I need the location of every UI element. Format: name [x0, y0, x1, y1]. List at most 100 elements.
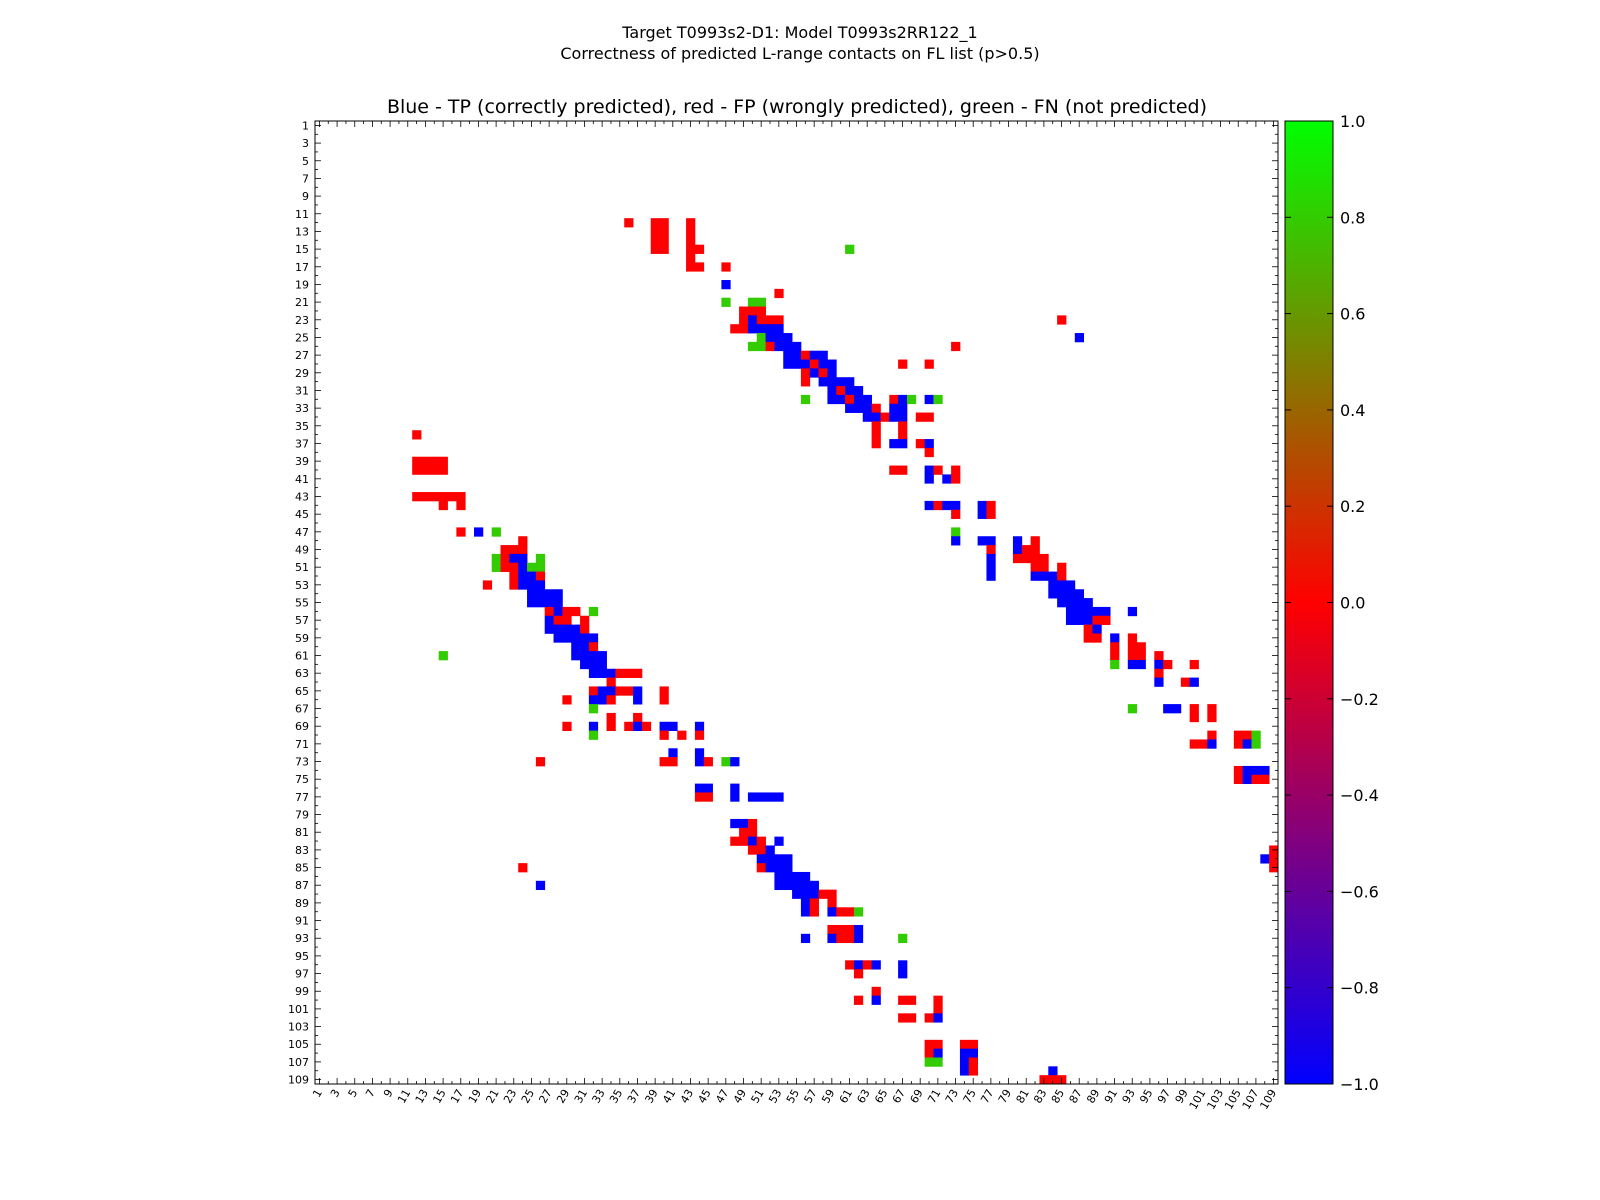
contact-cell-28-59 [553, 633, 563, 643]
contact-cell-34-64 [606, 677, 616, 687]
contact-cell-58-28 [818, 359, 828, 369]
contact-cell-82-49 [1030, 545, 1040, 555]
colorbar-tick-label: −1.0 [1340, 1075, 1379, 1094]
contact-cell-66-34 [889, 412, 899, 422]
x-tick-label: 105 [1222, 1087, 1244, 1112]
y-tick-label: 31 [295, 384, 309, 397]
contact-cell-21-47 [491, 527, 501, 537]
contact-cell-71-32 [933, 394, 943, 405]
x-tick-label: 45 [695, 1087, 713, 1106]
y-tick-label: 3 [302, 137, 309, 150]
contact-cell-105-70 [1233, 730, 1244, 740]
contact-cell-100-67 [1189, 704, 1199, 714]
contact-cell-30-58 [571, 624, 581, 634]
contact-cell-23-51 [509, 562, 519, 572]
contact-cell-87-54 [1074, 589, 1085, 599]
contact-cell-60-92 [836, 924, 846, 935]
contact-cell-25-54 [527, 589, 537, 599]
y-tick-label: 103 [288, 1021, 309, 1034]
contact-cell-89-58 [1092, 624, 1102, 634]
contact-cell-52-24 [765, 324, 775, 334]
contact-cell-70-41 [924, 474, 934, 484]
contact-cell-85-53 [1057, 580, 1067, 590]
x-tick-label: 59 [819, 1087, 837, 1106]
contact-cell-15-43 [438, 492, 448, 502]
contact-cell-44-70 [694, 730, 705, 740]
contact-cell-62-96 [853, 960, 864, 970]
y-tick-label: 93 [295, 932, 309, 945]
x-tick-label: 73 [943, 1087, 961, 1106]
contact-cell-17-47 [456, 527, 466, 537]
contact-cell-27-55 [544, 598, 554, 608]
contact-cell-77-49 [986, 545, 996, 555]
colorbar-tick-label: −0.6 [1340, 882, 1379, 901]
contact-cell-70-105 [924, 1039, 934, 1050]
x-tick-label: 21 [483, 1087, 501, 1106]
contact-cell-91-61 [1110, 651, 1120, 661]
figure-title-line-1: Target T0993s2-D1: Model T0993s2RR122_1 [621, 23, 977, 43]
contact-cell-40-14 [659, 235, 669, 246]
y-tick-label: 101 [288, 1003, 309, 1016]
contact-cell-49-81 [739, 827, 749, 838]
x-tick-label: 33 [589, 1087, 607, 1106]
contact-cell-47-19 [721, 280, 731, 290]
contact-cell-53-87 [774, 880, 784, 891]
y-tick-label: 81 [295, 826, 309, 839]
contact-cell-31-62 [580, 659, 590, 670]
contact-cell-23-49 [509, 545, 519, 555]
contact-cell-56-93 [800, 933, 811, 944]
contact-cell-35-63 [615, 668, 625, 678]
contact-cell-60-32 [836, 394, 846, 405]
contact-cell-91-60 [1110, 642, 1120, 652]
contact-cell-49-82 [739, 836, 749, 846]
y-tick-label: 95 [295, 950, 309, 963]
contact-cell-102-70 [1207, 730, 1217, 740]
contact-cell-38-69 [641, 721, 652, 731]
contact-cell-61-32 [845, 394, 855, 405]
contact-cell-67-32 [898, 394, 908, 405]
contact-cell-59-88 [827, 889, 837, 899]
contact-cell-41-72 [668, 748, 678, 758]
contact-cell-107-75 [1251, 774, 1261, 785]
contact-cell-106-75 [1242, 774, 1252, 785]
contact-cell-100-62 [1189, 659, 1199, 670]
contact-cell-40-73 [659, 757, 669, 767]
contact-cell-62-90 [853, 907, 864, 917]
y-tick-label: 71 [295, 738, 309, 751]
contact-cell-60-90 [836, 907, 846, 917]
contact-cell-44-77 [694, 792, 705, 802]
contact-cell-51-82 [756, 836, 766, 846]
y-tick-label: 89 [295, 897, 309, 910]
contact-cell-31-58 [580, 624, 590, 634]
y-tick-label: 87 [295, 879, 309, 892]
colorbar-tick-label: −0.8 [1340, 979, 1379, 998]
y-tick-label: 105 [288, 1038, 309, 1051]
contact-cell-26-54 [535, 589, 546, 599]
x-tick-label: 41 [660, 1087, 678, 1106]
contact-cell-91-62 [1110, 659, 1120, 670]
contact-cell-54-86 [783, 871, 793, 882]
y-tick-label: 53 [295, 579, 309, 592]
x-tick-label: 49 [731, 1087, 749, 1106]
contact-cell-40-65 [659, 686, 669, 696]
contact-cell-43-17 [686, 262, 696, 272]
contact-cell-33-63 [597, 668, 607, 678]
contact-cell-15-61 [438, 651, 448, 661]
contact-cell-33-66 [597, 695, 607, 705]
x-tick-label: 77 [978, 1087, 996, 1106]
contact-cell-33-65 [597, 686, 607, 696]
contact-cell-52-84 [765, 854, 775, 864]
contact-cell-28-56 [553, 606, 563, 617]
contact-cell-76-48 [977, 536, 987, 546]
contact-cell-57-27 [809, 350, 819, 360]
contact-cell-49-24 [739, 324, 749, 334]
contact-cell-26-73 [535, 757, 546, 767]
contact-cell-24-48 [518, 536, 528, 546]
contact-cell-54-25 [783, 333, 793, 343]
contact-cell-59-89 [827, 898, 837, 908]
contact-cell-86-55 [1065, 598, 1076, 608]
contact-cell-108-74 [1260, 765, 1270, 776]
x-tick-label: 75 [961, 1087, 979, 1106]
contact-cell-24-50 [518, 553, 528, 564]
x-tick-label: 109 [1257, 1087, 1279, 1112]
